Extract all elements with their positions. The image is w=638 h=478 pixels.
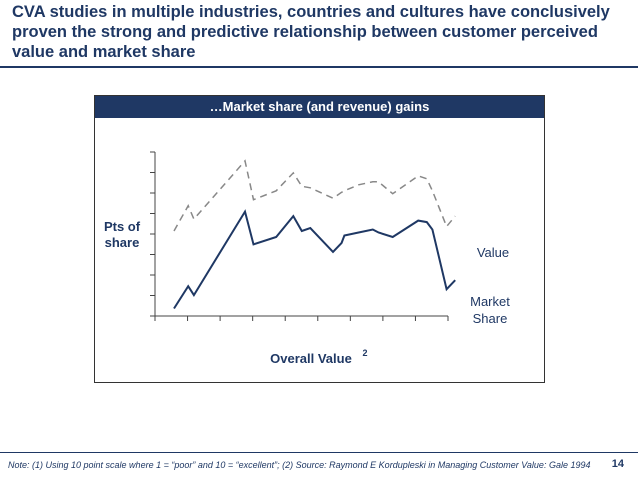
- title-divider: [0, 66, 638, 68]
- series-line-market-share: [173, 209, 456, 310]
- chart-axes: [150, 151, 449, 321]
- chart-title: …Market share (and revenue) gains: [95, 96, 544, 118]
- slide-title: CVA studies in multiple industries, coun…: [12, 3, 610, 61]
- footer-divider: [0, 452, 638, 453]
- y-axis-label-line-1: Pts of: [104, 219, 141, 234]
- series-layer: [173, 159, 456, 310]
- legend-market-share-line-2: Share: [473, 311, 508, 326]
- footnote: Note: (1) Using 10 point scale where 1 =…: [8, 460, 591, 470]
- y-axis-label-line-2: share: [105, 235, 140, 250]
- x-axis-label: Overall Value: [270, 351, 352, 366]
- series-line-value: [173, 159, 456, 232]
- legend-market-share-line-1: Market: [470, 294, 510, 309]
- legend-value: Value: [477, 245, 509, 260]
- x-axis-label-superscript: 2: [362, 348, 367, 358]
- page-number: 14: [611, 458, 624, 470]
